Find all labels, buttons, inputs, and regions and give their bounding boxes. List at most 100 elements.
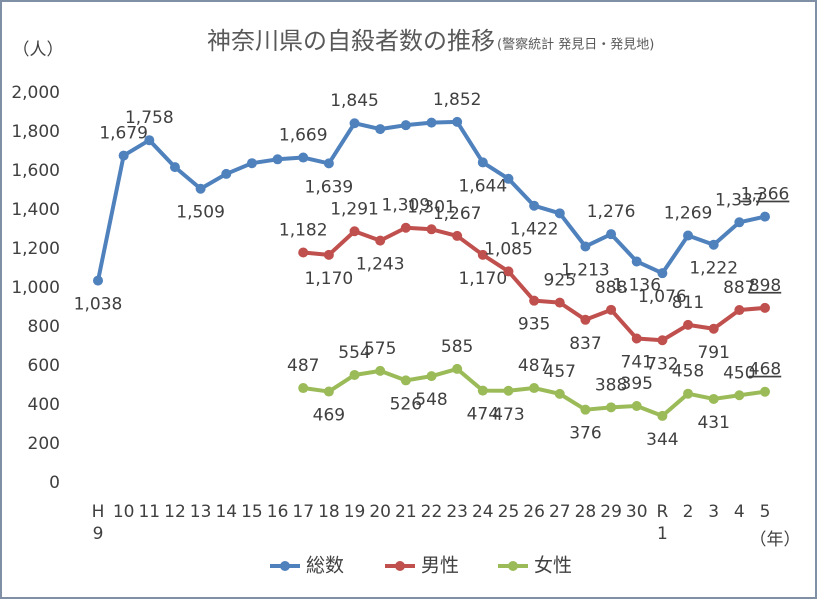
y-tick-label: 400	[28, 395, 60, 415]
data-label: 1,309	[382, 196, 431, 216]
data-label: 732	[646, 354, 678, 374]
data-point	[323, 386, 334, 397]
data-point	[631, 256, 642, 267]
data-label: 1,222	[689, 259, 738, 279]
x-tick-label: 26	[523, 502, 545, 522]
y-tick-label: 200	[28, 434, 60, 454]
data-point	[323, 249, 334, 260]
data-label: 457	[544, 362, 576, 382]
data-label: 1,301	[407, 197, 456, 217]
x-tick-label: 11	[138, 502, 160, 522]
data-point	[375, 235, 386, 246]
data-point	[683, 319, 694, 330]
data-label: 887	[723, 278, 755, 298]
x-tick-label: 22	[421, 502, 443, 522]
x-tick-label: 4	[734, 502, 745, 522]
x-tick-label: 16	[267, 502, 289, 522]
data-point	[118, 150, 129, 161]
data-point	[426, 117, 437, 128]
x-tick-label: 29	[600, 502, 622, 522]
x-tick-label: 28	[575, 502, 597, 522]
x-tick-label: 5	[760, 502, 771, 522]
x-tick-label: 23	[446, 502, 468, 522]
data-label: 487	[518, 356, 550, 376]
data-label: 1,170	[458, 269, 507, 289]
data-label: 898	[749, 276, 781, 296]
data-point	[734, 390, 745, 401]
data-point	[298, 152, 309, 163]
data-label: 811	[672, 293, 704, 313]
data-point	[93, 275, 103, 286]
data-point	[554, 208, 565, 219]
x-tick-label: 30	[626, 502, 648, 522]
legend-label: 男性	[421, 555, 459, 577]
data-label: 376	[569, 424, 601, 444]
y-tick-label: 1,000	[11, 278, 60, 298]
x-tick-label: 3	[708, 502, 719, 522]
data-point	[298, 383, 309, 394]
data-label: 837	[569, 334, 601, 354]
data-point	[529, 295, 540, 306]
data-label: 1,422	[510, 220, 559, 240]
data-label: 1,845	[330, 91, 379, 111]
legend-marker	[395, 561, 405, 571]
legend-label: 総数	[306, 555, 344, 577]
data-label: 935	[518, 315, 550, 335]
data-point	[375, 365, 386, 376]
x-tick-label: 10	[113, 502, 135, 522]
data-point	[400, 222, 411, 233]
data-label: 526	[390, 394, 422, 414]
x-tick-label: 13	[190, 502, 212, 522]
x-tick-label: 15	[241, 502, 263, 522]
data-label: 388	[595, 375, 627, 395]
data-point	[503, 173, 514, 184]
x-tick-label: R1	[652, 502, 672, 546]
data-label: 1,136	[612, 275, 661, 295]
data-point	[606, 229, 617, 240]
data-point	[580, 314, 591, 325]
x-tick-label: 14	[215, 502, 237, 522]
data-point	[631, 333, 642, 344]
data-point	[580, 241, 591, 252]
data-point	[323, 158, 334, 169]
x-tick-label: 12	[164, 502, 186, 522]
y-tick-label: 0	[49, 473, 60, 493]
data-label: 585	[441, 337, 473, 357]
y-tick-label: 2,000	[11, 83, 60, 103]
data-point	[683, 388, 694, 399]
x-tick-label: 2	[683, 502, 694, 522]
data-point	[221, 168, 232, 179]
data-point	[683, 230, 694, 241]
data-label: 1,852	[433, 90, 482, 110]
data-point	[349, 118, 360, 129]
data-point	[169, 162, 180, 173]
y-tick-label: 1,400	[11, 200, 60, 220]
data-point	[144, 135, 155, 146]
data-label: 395	[621, 374, 653, 394]
data-point	[452, 116, 463, 127]
data-label: 925	[544, 271, 576, 291]
data-point	[477, 385, 488, 396]
data-point	[195, 183, 206, 194]
data-point	[760, 386, 770, 397]
data-label: 1,679	[99, 124, 148, 144]
data-label: 741	[621, 353, 653, 373]
data-label: 575	[364, 339, 396, 359]
data-label: 1,291	[330, 199, 379, 219]
data-label: 1,639	[305, 177, 354, 197]
x-tick-label: H9	[88, 502, 108, 546]
data-label: 548	[415, 390, 447, 410]
y-tick-label: 800	[28, 317, 60, 337]
data-label: 450	[723, 363, 755, 383]
data-point	[708, 393, 719, 404]
data-label: 1,669	[279, 126, 328, 146]
data-label: 1,644	[458, 176, 507, 196]
data-point	[246, 158, 257, 169]
y-tick-label: 1,600	[11, 161, 60, 181]
data-label: 469	[313, 406, 345, 426]
data-point	[760, 211, 770, 222]
data-label: 1,182	[279, 221, 328, 241]
legend-marker	[280, 561, 290, 571]
x-tick-label: 24	[472, 502, 494, 522]
legend-label: 女性	[534, 555, 572, 577]
